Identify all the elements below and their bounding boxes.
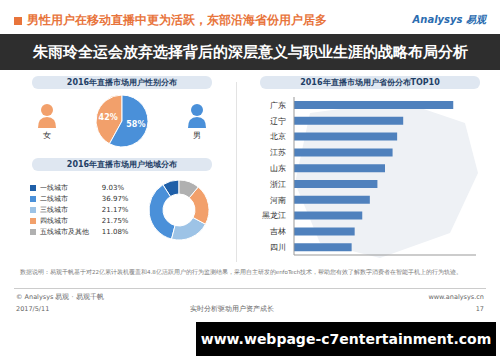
html-text:21.17%: 21.17% [101,205,129,214]
html-text:2016年直播市场用户地域分布: 2016年直播市场用户地域分布 [66,160,178,169]
html-text:男: 男 [192,130,201,140]
html-text:11.08%: 11.08% [101,227,129,236]
html-text:www.webpage-c7entertainment.co: www.webpage-c7entertainment.com [200,331,492,347]
html-text:数据说明：易观千帆基于对22亿累计装机覆盖和4.8亿活跃用户: 数据说明：易观千帆基于对22亿累计装机覆盖和4.8亿活跃用户的行为监测结果，采用… [20,269,463,275]
svg-text:河南: 河南 [270,196,286,205]
html-text:女: 女 [43,130,52,140]
svg-text:42%: 42% [99,113,118,122]
html-text:实时分析驱动用户资产成长: 实时分析驱动用户资产成长 [190,305,274,313]
html-text:2017/5/11: 2017/5/11 [16,305,50,313]
svg-text:辽宁: 辽宁 [270,117,286,126]
svg-text:浙江: 浙江 [270,180,286,189]
html-text:17: 17 [475,305,484,313]
svg-text:四川: 四川 [270,243,286,252]
svg-text:山东: 山东 [270,164,286,173]
html-text:五线城市及其他: 五线城市及其他 [39,227,89,236]
html-text:36.97%: 36.97% [101,194,129,203]
svg-text:黑龙江: 黑龙江 [262,211,286,220]
html-text:Analysys 易观: Analysys 易观 [412,14,486,25]
html-text:21.75%: 21.75% [101,216,129,225]
html-text:二线城市: 二线城市 [39,194,68,203]
svg-text:吉林: 吉林 [270,227,286,236]
html-text:一线城市: 一线城市 [39,183,68,192]
svg-text:江苏: 江苏 [270,148,286,157]
svg-text:广东: 广东 [270,101,286,110]
svg-text:58%: 58% [126,120,145,129]
html-text:朱雨玲全运会放弃选择背后的深层意义与职业生涯的战略布局分析: 朱雨玲全运会放弃选择背后的深层意义与职业生涯的战略布局分析 [32,44,468,60]
html-text:三线城市: 三线城市 [39,205,68,214]
html-text:2016年直播市场用户性别分布: 2016年直播市场用户性别分布 [66,78,178,87]
html-text:9.03%: 9.03% [101,183,125,192]
html-text:男性用户在移动直播中更为活跃，东部沿海省份用户居多: 男性用户在移动直播中更为活跃，东部沿海省份用户居多 [27,13,327,27]
svg-text:北京: 北京 [270,132,286,141]
html-text:四线城市: 四线城市 [39,216,68,225]
html-text:2016年直播市场用户省份分布TOP10: 2016年直播市场用户省份分布TOP10 [300,78,440,87]
html-text:www.analysys.cn: www.analysys.cn [428,293,484,301]
html-text:© Analysys 易观 · 易观千帆: © Analysys 易观 · 易观千帆 [16,293,104,301]
